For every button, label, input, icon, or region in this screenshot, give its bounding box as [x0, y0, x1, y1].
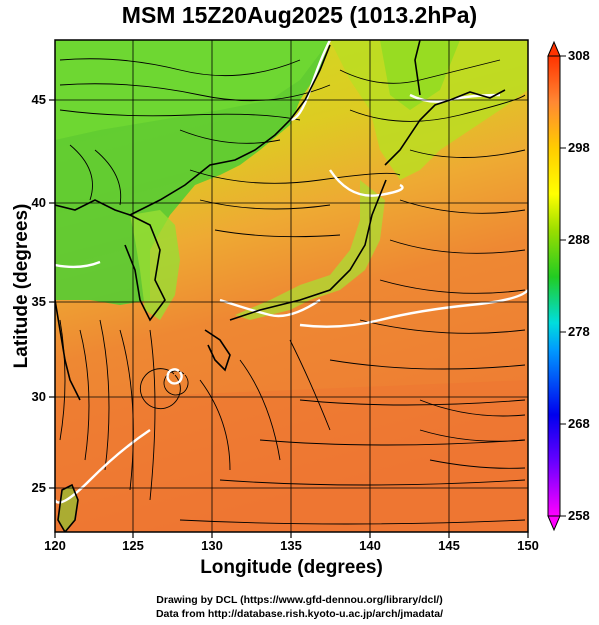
- colorbar-bottom-arrow: [547, 515, 561, 532]
- temperature-field: [55, 40, 528, 532]
- y-axis: 45 40 35 30 25: [32, 92, 55, 495]
- colorbar-tick-label: 278: [568, 324, 590, 339]
- y-tick-label: 40: [32, 195, 46, 210]
- y-tick-label: 35: [32, 294, 46, 309]
- x-tick-label: 135: [280, 538, 302, 553]
- map-title: MSM 15Z20Aug2025 (1013.2hPa): [121, 2, 478, 28]
- y-axis-label: Latitude (degrees): [11, 203, 32, 369]
- y-tick-label: 45: [32, 92, 46, 107]
- coastlines: [55, 40, 506, 532]
- x-tick-label: 120: [44, 538, 66, 553]
- x-tick-label: 145: [438, 538, 460, 553]
- colorbar-tick-label: 268: [568, 416, 590, 431]
- credit-drawing: Drawing by DCL (https://www.gfd-dennou.o…: [156, 594, 443, 606]
- colorbar: 308 298 288 278 268 258: [547, 40, 590, 532]
- colorbar-tick-label: 288: [568, 232, 590, 247]
- y-tick-label: 30: [32, 389, 46, 404]
- colorbar-tick-label: 308: [568, 48, 590, 63]
- colorbar-tick-label: 258: [568, 508, 590, 523]
- graticule: [55, 40, 528, 532]
- streamlines: [59, 58, 526, 525]
- x-tick-label: 140: [359, 538, 381, 553]
- credit-data-source: Data from http://database.rish.kyoto-u.a…: [155, 608, 444, 620]
- colorbar-top-arrow: [547, 40, 561, 57]
- y-tick-label: 25: [32, 480, 46, 495]
- colorbar-tick-label: 298: [568, 140, 590, 155]
- x-tick-label: 150: [517, 538, 539, 553]
- colorbar-scale: [547, 55, 561, 517]
- x-axis: 120 125 130 135 140 145 150: [44, 532, 539, 553]
- x-axis-label: Longitude (degrees): [200, 557, 383, 578]
- x-tick-label: 125: [122, 538, 144, 553]
- x-tick-label: 130: [201, 538, 223, 553]
